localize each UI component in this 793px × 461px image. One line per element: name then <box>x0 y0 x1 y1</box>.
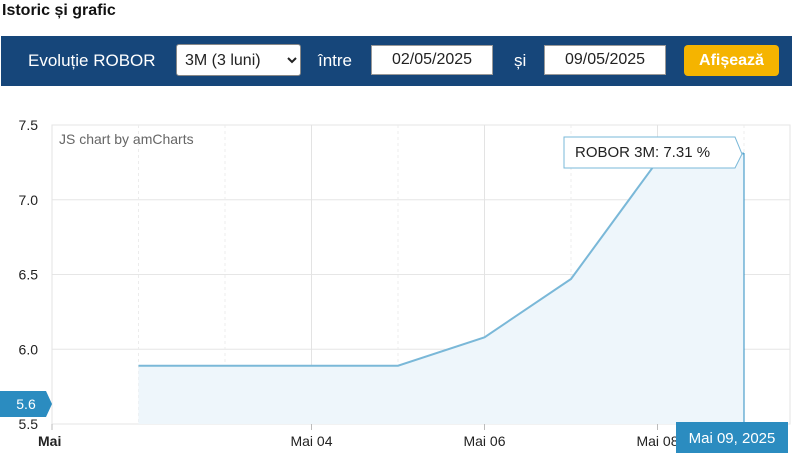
x-tick-label: Mai <box>38 433 61 449</box>
y-tick-label: 6.0 <box>19 341 39 357</box>
show-button[interactable]: Afișează <box>684 45 779 76</box>
series-area-fill <box>138 153 744 424</box>
tooltip-text: ROBOR 3M: 7.31 % <box>575 144 710 161</box>
and-label: și <box>514 51 527 70</box>
value-tooltip: ROBOR 3M: 7.31 % <box>563 136 743 169</box>
y-tick-label: 5.5 <box>19 416 39 432</box>
between-label: între <box>318 51 353 70</box>
robor-evolution-label: Evoluție ROBOR <box>28 51 156 70</box>
x-tick-label: Mai 06 <box>463 433 505 449</box>
cursor-x-label-text: Mai 09, 2025 <box>689 430 776 447</box>
y-tick-label: 7.0 <box>19 192 39 208</box>
period-select[interactable]: 3M (3 luni) <box>176 44 301 76</box>
y-tick-label: 6.5 <box>19 267 39 283</box>
cursor-y-label-text: 5.6 <box>16 396 36 412</box>
cursor-x-label: Mai 09, 2025 <box>676 422 788 453</box>
chart-credit: JS chart by amCharts <box>59 131 194 147</box>
x-tick-label: Mai 04 <box>290 433 332 449</box>
cursor-y-label: 5.6 <box>0 391 52 417</box>
y-tick-label: 7.5 <box>19 117 39 133</box>
x-tick-label: Mai 08 <box>636 433 678 449</box>
date-from-input[interactable] <box>371 45 493 75</box>
robor-toolbar: Evoluție ROBOR 3M (3 luni) între și Afiș… <box>1 36 792 86</box>
date-to-input[interactable] <box>544 45 666 75</box>
section-title: Istoric și grafic <box>2 2 116 19</box>
series-line <box>138 152 745 367</box>
